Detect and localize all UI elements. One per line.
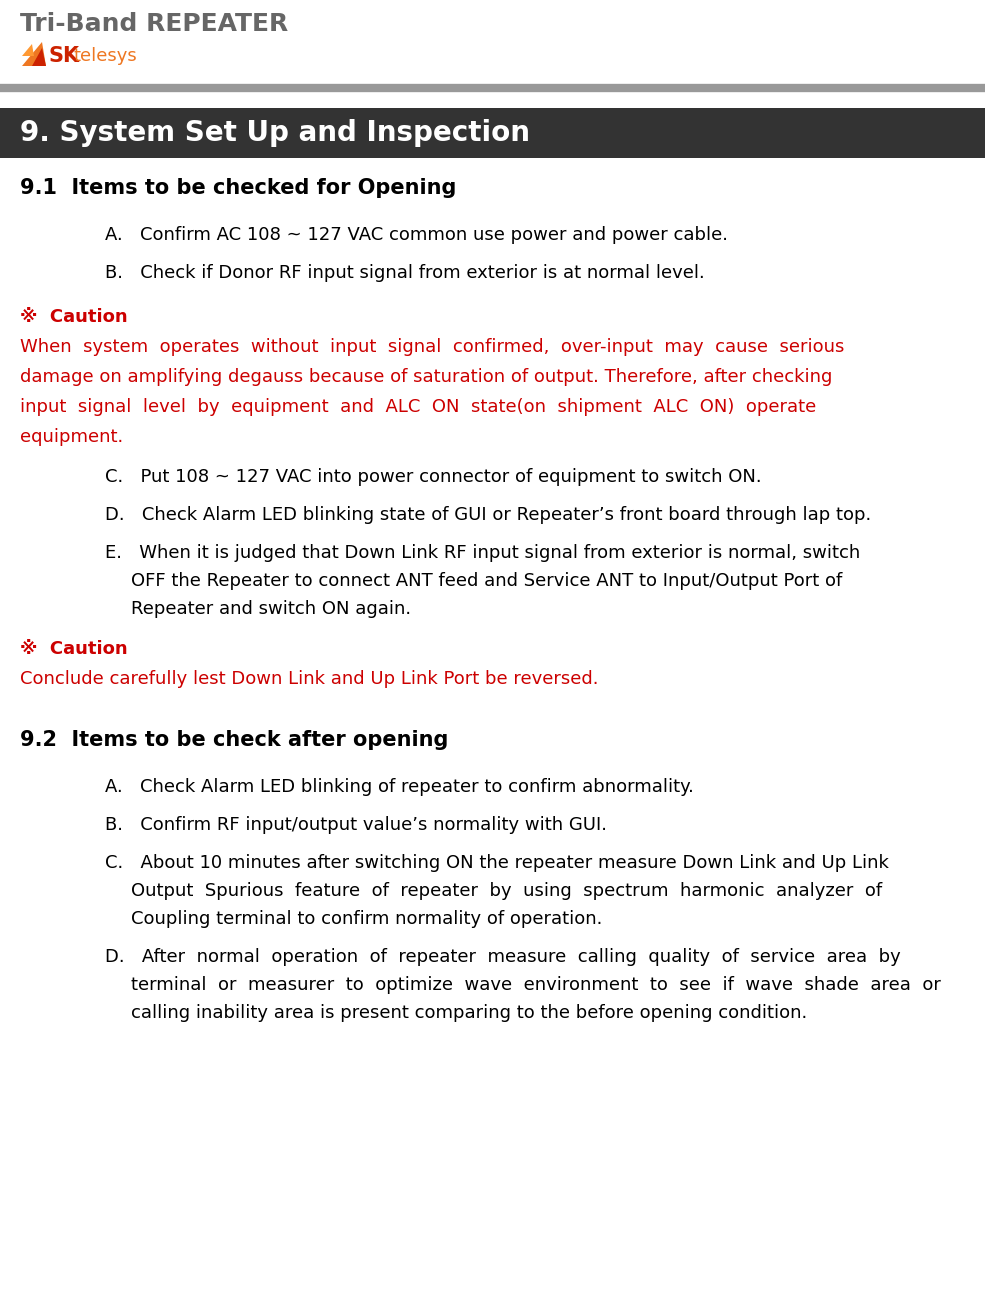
Text: Output  Spurious  feature  of  repeater  by  using  spectrum  harmonic  analyzer: Output Spurious feature of repeater by u… [131, 882, 883, 900]
Text: Coupling terminal to confirm normality of operation.: Coupling terminal to confirm normality o… [131, 909, 603, 928]
Text: calling inability area is present comparing to the before opening condition.: calling inability area is present compar… [131, 1005, 808, 1022]
Text: B.   Check if Donor RF input signal from exterior is at normal level.: B. Check if Donor RF input signal from e… [105, 265, 704, 281]
Polygon shape [22, 44, 34, 56]
Text: C.   Put 108 ~ 127 VAC into power connector of equipment to switch ON.: C. Put 108 ~ 127 VAC into power connecto… [105, 468, 761, 486]
Text: SK: SK [48, 46, 79, 66]
Text: D.   After  normal  operation  of  repeater  measure  calling  quality  of  serv: D. After normal operation of repeater me… [105, 949, 900, 966]
Text: D.   Check Alarm LED blinking state of GUI or Repeater’s front board through lap: D. Check Alarm LED blinking state of GUI… [105, 506, 872, 524]
Text: ※  Caution: ※ Caution [20, 308, 128, 326]
Text: Conclude carefully lest Down Link and Up Link Port be reversed.: Conclude carefully lest Down Link and Up… [20, 670, 599, 688]
Text: 9.2  Items to be check after opening: 9.2 Items to be check after opening [20, 730, 448, 751]
Text: ※  Caution: ※ Caution [20, 640, 128, 658]
Text: 9.1  Items to be checked for Opening: 9.1 Items to be checked for Opening [20, 179, 456, 198]
Text: terminal  or  measurer  to  optimize  wave  environment  to  see  if  wave  shad: terminal or measurer to optimize wave en… [131, 976, 941, 994]
Text: telesys: telesys [74, 47, 138, 65]
Text: A.   Check Alarm LED blinking of repeater to confirm abnormality.: A. Check Alarm LED blinking of repeater … [105, 778, 693, 796]
Bar [0, 108, 985, 158]
Text: When  system  operates  without  input  signal  confirmed,  over-input  may  cau: When system operates without input signa… [20, 337, 844, 356]
Text: B.   Confirm RF input/output value’s normality with GUI.: B. Confirm RF input/output value’s norma… [105, 816, 607, 834]
Text: input  signal  level  by  equipment  and  ALC  ON  state(on  shipment  ALC  ON) : input signal level by equipment and ALC … [20, 397, 817, 416]
Text: damage on amplifying degauss because of saturation of output. Therefore, after c: damage on amplifying degauss because of … [20, 367, 832, 386]
Text: E.   When it is judged that Down Link RF input signal from exterior is normal, s: E. When it is judged that Down Link RF i… [105, 543, 860, 562]
Text: C.   About 10 minutes after switching ON the repeater measure Down Link and Up L: C. About 10 minutes after switching ON t… [105, 853, 888, 872]
Text: equipment.: equipment. [20, 427, 123, 446]
Text: OFF the Repeater to connect ANT feed and Service ANT to Input/Output Port of: OFF the Repeater to connect ANT feed and… [131, 572, 842, 590]
Text: Tri-Band REPEATER: Tri-Band REPEATER [20, 12, 289, 36]
Text: A.   Confirm AC 108 ~ 127 VAC common use power and power cable.: A. Confirm AC 108 ~ 127 VAC common use p… [105, 225, 728, 244]
Polygon shape [32, 48, 46, 66]
Polygon shape [22, 42, 46, 66]
Text: Repeater and switch ON again.: Repeater and switch ON again. [131, 599, 411, 618]
Text: 9. System Set Up and Inspection: 9. System Set Up and Inspection [20, 119, 530, 147]
